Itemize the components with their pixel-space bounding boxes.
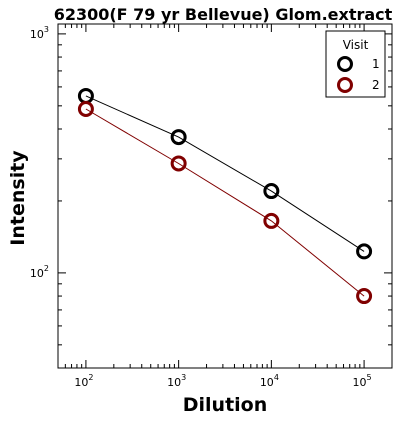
legend-title: Visit — [343, 38, 369, 52]
y-tick-label-exponent: 3 — [44, 25, 49, 34]
legend-box — [325, 30, 386, 98]
y-tick-label: 103 — [30, 25, 49, 41]
data-point-series-2 — [356, 288, 373, 305]
plot-frame — [57, 23, 393, 369]
y-tick-label-exponent: 2 — [44, 264, 49, 273]
data-point-series-1 — [356, 243, 373, 260]
x-tick-label-exponent: 4 — [274, 373, 279, 382]
legend-label-2: 2 — [372, 78, 380, 92]
x-tick-label-exponent: 2 — [88, 373, 93, 382]
x-tick-label: 103 — [167, 373, 186, 389]
y-tick-label: 102 — [30, 264, 49, 280]
series-line-1 — [85, 95, 365, 252]
chart-title: 62300(F 79 yr Bellevue) Glom.extract — [54, 5, 393, 24]
data-point-series-1 — [170, 129, 187, 146]
data-point-series-2 — [77, 101, 94, 118]
x-tick-label-exponent: 5 — [367, 373, 372, 382]
x-tick-label: 105 — [353, 373, 372, 389]
legend-label-1: 1 — [372, 57, 380, 71]
series-line-2 — [85, 108, 365, 297]
x-tick-label-exponent: 3 — [181, 373, 186, 382]
x-axis-label: Dilution — [183, 394, 268, 416]
y-axis-label: Intensity — [7, 150, 29, 246]
x-tick-label: 102 — [74, 373, 93, 389]
data-point-series-1 — [263, 183, 280, 200]
data-point-series-2 — [170, 155, 187, 172]
x-tick-label: 104 — [260, 373, 279, 389]
data-point-series-2 — [263, 212, 280, 229]
legend-marker-2 — [337, 77, 353, 93]
legend-marker-1 — [337, 56, 353, 72]
